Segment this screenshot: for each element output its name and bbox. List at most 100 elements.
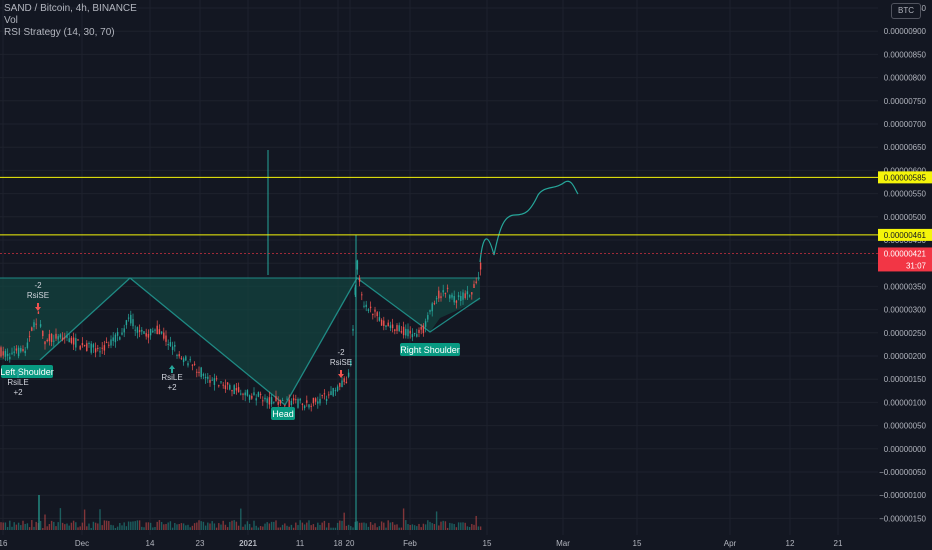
candle-body: [244, 392, 246, 396]
volume-bar: [383, 522, 385, 530]
candle-body: [114, 334, 117, 343]
candle-body: [83, 345, 86, 347]
volume-bar: [103, 520, 106, 530]
candle-body: [321, 394, 323, 396]
volume-bar: [48, 524, 51, 530]
volume-bar: [114, 527, 117, 530]
volume-bar: [246, 521, 249, 530]
candle-body: [259, 393, 262, 395]
last-price-tag[interactable]: [878, 247, 932, 272]
time-axis-label: 16: [0, 539, 8, 548]
strategy-indicator-label[interactable]: RSI Strategy (14, 30, 70): [4, 27, 115, 38]
volume-bar: [451, 523, 453, 530]
volume-bar: [442, 520, 444, 530]
volume-bar: [308, 520, 310, 530]
price-axis-label: −0.00000050: [879, 468, 926, 477]
volume-bar: [202, 521, 205, 530]
volume-bar: [149, 522, 152, 530]
candle-body: [281, 400, 284, 402]
volume-bar: [77, 527, 79, 530]
candle-body: [429, 310, 431, 312]
candle-body: [317, 401, 319, 404]
volume-bar: [90, 527, 92, 530]
volume-bar: [356, 521, 359, 530]
candle-body: [202, 374, 205, 376]
candle-body: [264, 397, 266, 400]
candle-body: [453, 296, 455, 303]
candle-body: [160, 331, 163, 334]
candle-body: [457, 295, 460, 298]
candle-body: [185, 356, 187, 361]
candle-body: [409, 330, 411, 334]
candle-body: [92, 344, 95, 348]
volume-bar: [259, 526, 262, 530]
volume-bar: [176, 524, 178, 530]
volume-bar: [314, 527, 317, 530]
volume-bar: [471, 524, 473, 530]
candle-body: [363, 305, 365, 307]
volume-bar: [400, 527, 403, 530]
candle-body: [198, 371, 200, 374]
volume-bar: [339, 520, 341, 530]
volume-bar: [438, 525, 440, 530]
candle-body: [328, 394, 330, 396]
candle-body: [112, 337, 114, 341]
volume-bar: [160, 521, 163, 530]
volume-bar: [196, 522, 198, 530]
volume-bar: [391, 522, 394, 530]
candle-body: [334, 390, 337, 392]
candle-body: [64, 337, 66, 339]
volume-bar: [462, 522, 464, 530]
volume-bar: [275, 520, 277, 530]
candle-body: [6, 353, 9, 357]
volume-bar: [189, 527, 191, 530]
candle-body: [246, 390, 249, 396]
volume-bar: [88, 523, 90, 530]
signal-label: RsiSE: [330, 358, 352, 367]
resistance-price-tag[interactable]: [878, 228, 932, 241]
volume-bar: [200, 521, 202, 530]
price-axis[interactable]: [878, 0, 932, 550]
volume-bar: [33, 526, 35, 530]
volume-bar: [449, 522, 451, 530]
candle-body: [385, 325, 387, 327]
volume-bar: [44, 514, 46, 530]
volume-bar: [28, 527, 31, 530]
resistance-price-tag[interactable]: [878, 171, 932, 184]
volume-bar: [136, 520, 139, 530]
volume-indicator-label[interactable]: Vol: [4, 15, 18, 26]
price-axis-label: 0.00000700: [884, 120, 927, 129]
volume-bar: [130, 521, 132, 530]
head-shoulders-outline: [39, 277, 481, 406]
resistance-price-label: 0.00000585: [884, 173, 927, 182]
volume-bar: [66, 523, 68, 530]
volume-bar: [288, 526, 290, 530]
volume-bar: [367, 526, 370, 530]
price-axis-label: 0.00000350: [884, 282, 927, 291]
currency-badge[interactable]: BTC: [891, 3, 921, 19]
candle-body: [343, 378, 345, 382]
candle-body: [119, 337, 121, 340]
head-label: Head: [272, 409, 294, 419]
volume-bar: [440, 521, 442, 530]
volume-bar: [277, 527, 279, 530]
volume-bar: [198, 520, 200, 530]
volume-bar: [369, 522, 372, 530]
volume-bar: [13, 522, 15, 530]
volume-bar: [237, 525, 240, 530]
volume-bar: [105, 520, 108, 530]
time-axis[interactable]: [0, 535, 878, 550]
candle-body: [204, 376, 207, 379]
symbol-title[interactable]: SAND / Bitcoin, 4h, BINANCE: [4, 3, 137, 14]
head-label-box: [271, 407, 295, 420]
candle-body: [339, 383, 341, 387]
volume-bar: [464, 522, 466, 530]
volume-bar: [323, 520, 326, 530]
candle-body: [440, 296, 442, 299]
candle-body: [433, 303, 436, 305]
volume-bar: [178, 524, 180, 530]
time-axis-label: 15: [483, 539, 492, 548]
candle-body: [180, 357, 183, 359]
right-shoulder-label: Right Shoulder: [400, 345, 460, 355]
